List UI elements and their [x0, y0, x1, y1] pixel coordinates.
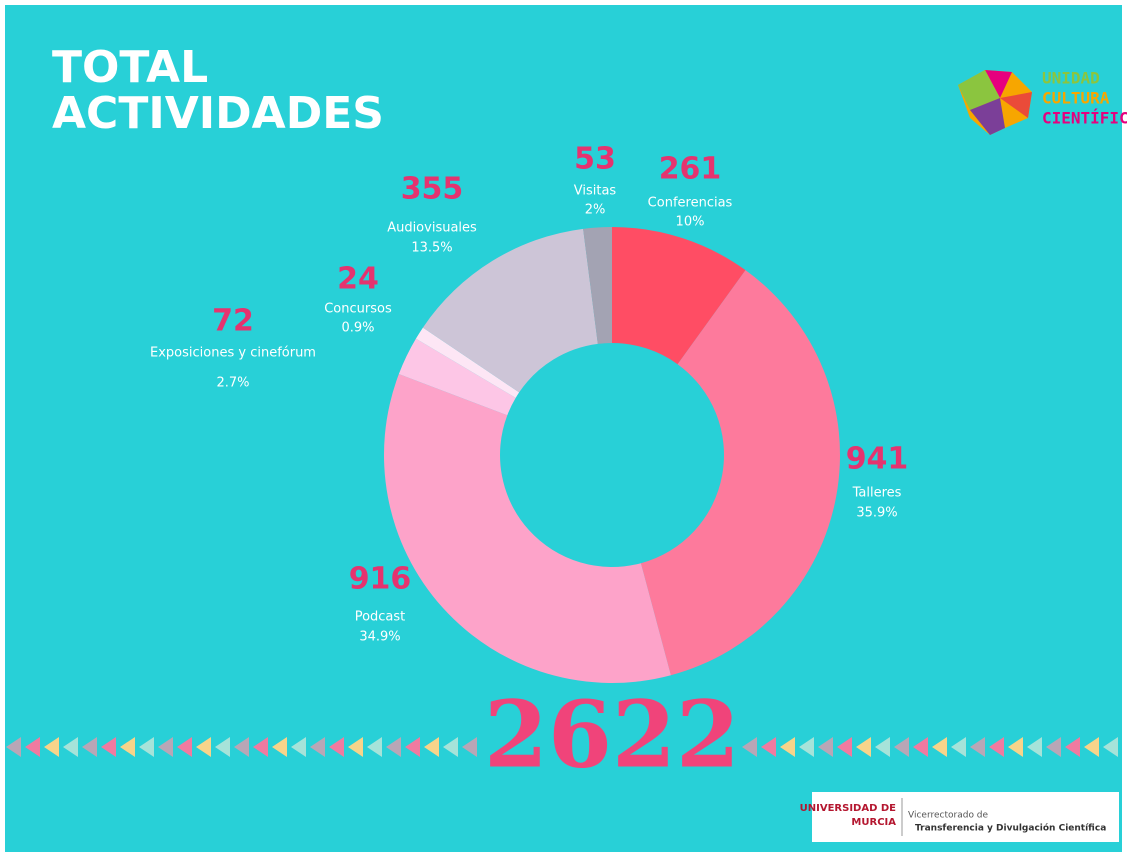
triangle	[951, 737, 966, 757]
triangle	[158, 737, 173, 757]
category-label: Exposiciones y cinefórum	[150, 346, 316, 361]
donut-slice	[422, 228, 598, 393]
footer-university: MURCIA	[851, 817, 896, 828]
triangle	[1027, 737, 1042, 757]
triangle	[196, 737, 211, 757]
value-label: 24	[337, 262, 379, 297]
triangle	[44, 737, 59, 757]
triangle	[875, 737, 890, 757]
triangle	[799, 737, 814, 757]
triangle	[970, 737, 985, 757]
triangle	[386, 737, 401, 757]
value-label: 72	[212, 304, 254, 339]
triangle	[761, 737, 776, 757]
triangle	[818, 737, 833, 757]
donut-slice	[583, 227, 612, 344]
triangle	[1008, 737, 1023, 757]
footer-box	[812, 792, 1119, 842]
footer-office: Vicerrectorado de	[908, 811, 989, 821]
category-label: Conferencias	[648, 196, 733, 211]
value-label: 355	[401, 172, 464, 207]
background	[5, 5, 1122, 852]
triangle	[291, 737, 306, 757]
triangle	[139, 737, 154, 757]
triangle	[101, 737, 116, 757]
triangle	[310, 737, 325, 757]
triangle	[120, 737, 135, 757]
triangle	[780, 737, 795, 757]
triangle	[932, 737, 947, 757]
value-label: 53	[574, 142, 616, 177]
triangle	[25, 737, 40, 757]
value-label: 916	[349, 562, 412, 597]
percent-label: 2.7%	[216, 376, 249, 391]
triangle	[177, 737, 192, 757]
category-label: Talleres	[852, 486, 902, 501]
triangle	[234, 737, 249, 757]
triangle	[913, 737, 928, 757]
category-label: Visitas	[574, 184, 617, 199]
triangle	[6, 737, 21, 757]
donut-slice	[415, 327, 520, 398]
logo-icon	[958, 70, 1032, 135]
donut-slice	[640, 270, 841, 676]
triangle	[424, 737, 439, 757]
category-label: Podcast	[355, 610, 406, 625]
decoration	[6, 737, 1118, 757]
triangle	[837, 737, 852, 757]
percent-label: 0.9%	[341, 321, 374, 336]
donut-slice	[398, 338, 516, 416]
logo-text: UNIDAD	[1042, 69, 1100, 88]
value-label: 261	[659, 152, 722, 187]
triangle	[215, 737, 230, 757]
triangle	[462, 737, 477, 757]
triangle	[742, 737, 757, 757]
triangle	[1084, 737, 1099, 757]
logo-text: CIENTÍFICA	[1042, 109, 1127, 128]
percent-label: 34.9%	[359, 630, 400, 645]
triangle	[272, 737, 287, 757]
triangle	[1046, 737, 1061, 757]
donut-slice	[612, 227, 746, 365]
footer-university: UNIVERSIDAD DE	[800, 803, 897, 814]
triangle	[329, 737, 344, 757]
title: TOTAL	[52, 42, 208, 93]
value-label: 941	[846, 442, 909, 477]
triangle	[1103, 737, 1118, 757]
triangle	[894, 737, 909, 757]
triangle	[1065, 737, 1080, 757]
triangle	[405, 737, 420, 757]
triangle	[348, 737, 363, 757]
category-label: Audiovisuales	[387, 221, 477, 236]
logo-text: CULTURA	[1042, 89, 1110, 108]
percent-label: 13.5%	[411, 241, 452, 256]
triangle	[253, 737, 268, 757]
title: ACTIVIDADES	[52, 88, 384, 139]
triangle	[443, 737, 458, 757]
triangle	[82, 737, 97, 757]
category-label: Concursos	[324, 302, 392, 317]
triangle	[367, 737, 382, 757]
total: 2622	[484, 681, 740, 789]
triangle	[856, 737, 871, 757]
donut-slice	[383, 374, 671, 684]
percent-label: 10%	[676, 215, 705, 230]
triangle	[63, 737, 78, 757]
footer-office: Transferencia y Divulgación Científica	[915, 823, 1106, 834]
triangle	[989, 737, 1004, 757]
percent-label: 35.9%	[856, 506, 897, 521]
percent-label: 2%	[585, 203, 606, 218]
